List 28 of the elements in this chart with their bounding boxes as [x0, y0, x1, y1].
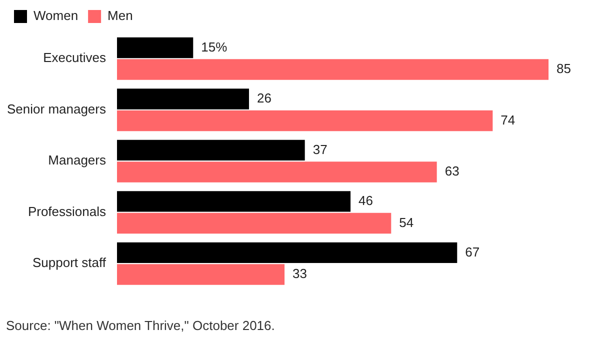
- data-label: 26: [256, 90, 272, 106]
- legend-label: Women: [34, 8, 78, 24]
- legend-label: Men: [108, 8, 133, 24]
- data-label: 63: [444, 164, 460, 179]
- data-label: 33: [292, 266, 307, 282]
- data-label: 37: [312, 142, 328, 157]
- bar: [117, 191, 351, 212]
- bar: [117, 59, 549, 80]
- y-tick-label: Managers: [48, 152, 106, 168]
- bar: [117, 37, 194, 58]
- data-label: 46: [358, 193, 373, 208]
- bar: [117, 242, 458, 264]
- data-label: 15%: [201, 39, 228, 54]
- data-label: 54: [399, 214, 414, 230]
- bar: [117, 212, 392, 234]
- bar: [117, 88, 249, 110]
- data-label: 85: [556, 61, 571, 76]
- bar: [117, 162, 437, 182]
- y-tick-label: Senior managers: [7, 101, 106, 116]
- data-label: 67: [465, 244, 480, 260]
- data-label: 74: [500, 112, 516, 128]
- bar: [117, 140, 305, 161]
- source-note: Source: "When Women Thrive," October 2016.: [6, 318, 275, 333]
- y-tick-label: Executives: [43, 50, 106, 66]
- y-tick-label: Support staff: [32, 255, 106, 270]
- bar: [117, 264, 285, 285]
- bar: [117, 110, 493, 132]
- y-tick-label: Professionals: [28, 204, 106, 219]
